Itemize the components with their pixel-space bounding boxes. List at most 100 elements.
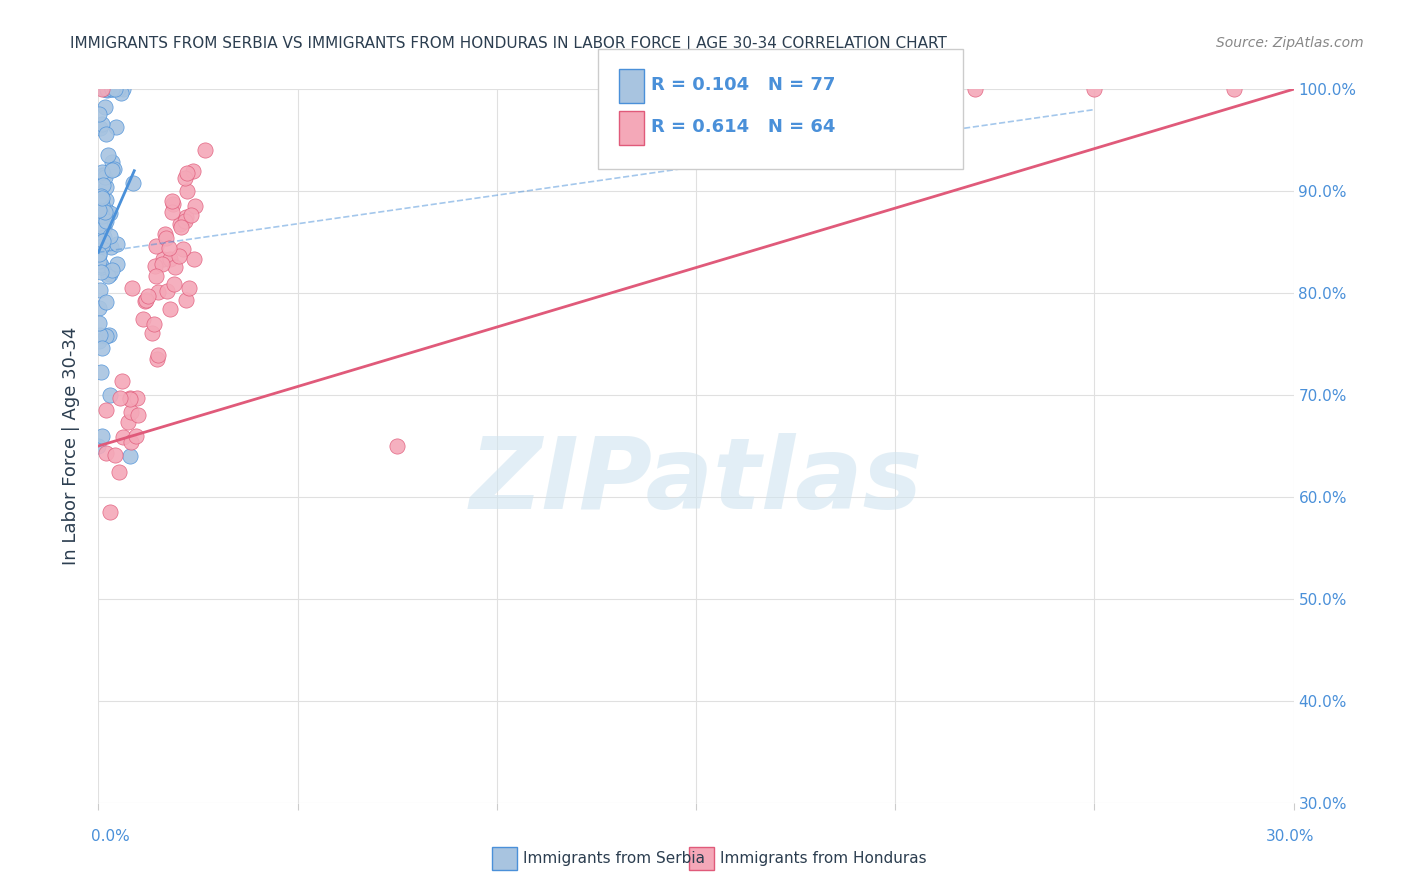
Point (844, 82, 866, 96)
Point (91, 234, 114, 248)
Point (87, 301, 110, 315)
Point (98, 206, 121, 220)
Point (165, 260, 187, 274)
Point (162, 196, 184, 211)
Point (135, 293, 157, 307)
Point (91, 209, 114, 223)
Point (157, 241, 180, 255)
Point (108, 465, 131, 479)
Point (136, 289, 159, 303)
Text: Immigrants from Honduras: Immigrants from Honduras (720, 851, 927, 865)
Text: 30.0%: 30.0% (1267, 830, 1315, 844)
Point (89, 195, 111, 210)
Point (121, 280, 143, 294)
Point (143, 317, 166, 331)
Point (91, 234, 114, 248)
Point (91, 198, 114, 212)
Point (107, 257, 129, 271)
Point (91, 429, 114, 443)
Point (93, 229, 115, 244)
Point (101, 82, 124, 96)
Point (159, 302, 181, 317)
Point (174, 211, 197, 225)
Point (176, 184, 198, 198)
Point (145, 269, 167, 284)
Point (93, 100, 115, 114)
Point (110, 87, 132, 101)
Point (118, 391, 141, 405)
Point (89, 254, 111, 268)
Point (125, 428, 148, 442)
Point (155, 231, 177, 245)
Point (176, 166, 198, 180)
Point (101, 163, 124, 178)
Point (98, 229, 121, 244)
Point (89, 328, 111, 343)
Point (101, 262, 124, 277)
Point (90, 208, 112, 222)
Point (93, 219, 115, 234)
Point (89, 219, 111, 233)
Point (97, 327, 120, 342)
Point (170, 219, 193, 234)
Point (108, 391, 131, 405)
Point (181, 164, 204, 178)
Y-axis label: In Labor Force | Age 30-34: In Labor Force | Age 30-34 (62, 326, 80, 566)
Point (89, 283, 111, 297)
Point (174, 170, 197, 185)
Point (93, 170, 115, 185)
Point (120, 405, 142, 419)
Point (146, 285, 169, 300)
Point (90, 239, 112, 253)
Point (100, 154, 122, 169)
Point (93, 205, 115, 219)
Point (89, 235, 111, 249)
Point (120, 392, 142, 406)
Point (96, 446, 118, 460)
Point (163, 277, 186, 291)
Point (104, 82, 127, 96)
Point (94, 213, 117, 227)
Point (90, 341, 112, 355)
Point (94, 294, 117, 309)
Point (122, 177, 145, 191)
Point (87, 247, 110, 261)
Point (87, 439, 110, 453)
Point (96, 403, 118, 417)
Point (120, 435, 142, 450)
Point (90, 196, 112, 211)
Text: ZIPatlas: ZIPatlas (470, 434, 922, 530)
Point (89, 120, 111, 135)
Point (104, 448, 127, 462)
Point (134, 294, 156, 309)
Point (152, 252, 174, 267)
Point (132, 312, 155, 326)
Point (104, 120, 127, 134)
Point (111, 375, 134, 389)
Point (174, 293, 197, 308)
Point (159, 252, 181, 266)
Point (97, 268, 120, 283)
Point (93, 168, 115, 182)
Point (90, 264, 112, 278)
Point (141, 326, 163, 340)
Point (145, 239, 167, 253)
Point (1223, 82, 1246, 96)
Point (127, 408, 149, 422)
Point (107, 82, 129, 96)
Point (91, 219, 114, 233)
Point (91, 82, 114, 96)
Point (97, 148, 120, 162)
Point (89, 334, 111, 348)
Point (90, 188, 112, 202)
Point (169, 217, 191, 231)
Point (183, 199, 205, 213)
Point (177, 281, 200, 295)
Point (90, 365, 112, 379)
Point (120, 449, 142, 463)
Point (89, 194, 111, 208)
Point (98, 388, 122, 402)
Point (89, 196, 111, 211)
Point (90, 191, 112, 205)
Point (91, 169, 114, 183)
